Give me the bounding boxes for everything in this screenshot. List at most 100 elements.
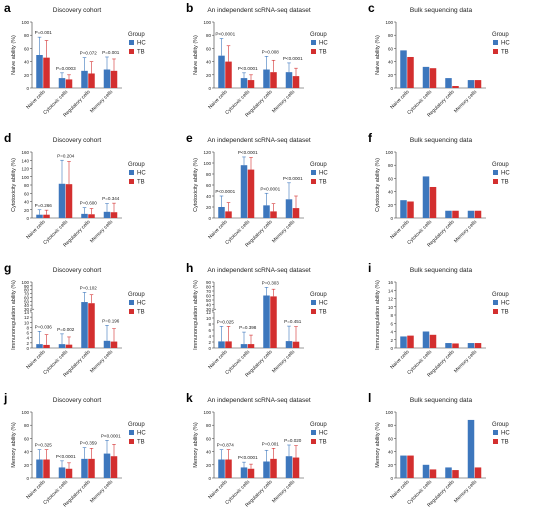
bar-tb bbox=[43, 459, 50, 478]
bar-hc bbox=[445, 343, 452, 348]
bar-hc bbox=[36, 214, 43, 218]
y-tick-label: 0 bbox=[26, 86, 29, 91]
y-axis-label: Immunoregulation ability (%) bbox=[375, 280, 381, 350]
bar-hc bbox=[36, 459, 43, 478]
bar-tb bbox=[247, 80, 255, 88]
legend-title: Group bbox=[128, 292, 145, 298]
y-tick-label: 100 bbox=[21, 410, 29, 415]
bar-tb bbox=[225, 211, 232, 218]
legend-swatch-hc bbox=[129, 40, 134, 45]
panel-letter: a bbox=[4, 1, 11, 15]
bar-tb bbox=[247, 468, 255, 478]
y-axis-label: Naive ability (%) bbox=[11, 35, 17, 75]
bar-tb bbox=[452, 470, 459, 478]
bar-tb bbox=[292, 76, 300, 88]
y-tick-label: 0 bbox=[26, 216, 29, 221]
panel-title: Discovery cohort bbox=[53, 267, 102, 274]
x-tick-label: Memory cells bbox=[271, 89, 296, 114]
legend-label-tb: TB bbox=[501, 440, 509, 446]
y-tick-label: 4 bbox=[208, 334, 211, 339]
y-tick-label: 80 bbox=[24, 183, 30, 188]
p-value-label: P<0.0001 bbox=[101, 433, 121, 438]
bar-tb bbox=[43, 344, 50, 348]
bar-hc bbox=[400, 336, 407, 348]
y-tick-label: 40 bbox=[24, 303, 30, 308]
y-tick-label: 60 bbox=[24, 295, 30, 300]
panel-letter: d bbox=[4, 131, 11, 145]
y-tick-label: 50 bbox=[206, 298, 212, 303]
bar-hc bbox=[103, 340, 111, 348]
y-axis-label: Immunoregulation ability (%) bbox=[11, 280, 17, 350]
legend-label-hc: HC bbox=[319, 171, 328, 177]
p-value-label: P=0.874 bbox=[217, 443, 235, 448]
axis-break-mark bbox=[29, 308, 35, 312]
legend-title: Group bbox=[310, 292, 327, 298]
x-tick-label: Memory cells bbox=[271, 219, 296, 244]
x-tick-label: Naive cells bbox=[389, 89, 411, 111]
legend-title: Group bbox=[310, 162, 327, 168]
x-tick-label: Memory cells bbox=[453, 349, 478, 374]
y-tick-label: 60 bbox=[206, 183, 212, 188]
y-tick-label: 60 bbox=[24, 191, 30, 196]
legend: Group HC TB bbox=[310, 162, 328, 186]
panel-letter: c bbox=[368, 1, 375, 15]
y-tick-label: 50 bbox=[24, 299, 30, 304]
x-tick-label: Naive cells bbox=[207, 89, 229, 111]
y-tick-label: 80 bbox=[206, 172, 212, 177]
panel-b: b An independent scRNA-seq dataset 0 20 40 60… bbox=[186, 1, 328, 119]
p-value-label: P=0.303 bbox=[262, 280, 280, 285]
bar-hc bbox=[240, 467, 248, 478]
bar-hc bbox=[58, 467, 66, 478]
y-tick-label: 40 bbox=[24, 450, 30, 455]
legend-swatch-tb bbox=[129, 179, 134, 184]
y-tick-label: 40 bbox=[388, 450, 394, 455]
bar-tb bbox=[110, 456, 118, 478]
y-tick-label: 6 bbox=[208, 328, 211, 333]
bar-tb bbox=[407, 201, 414, 218]
bar-tb bbox=[247, 344, 255, 348]
y-axis-label: Naive ability (%) bbox=[193, 35, 199, 75]
y-tick-label: 40 bbox=[24, 60, 30, 65]
bar-tb bbox=[43, 57, 50, 88]
y-tick-label: 10 bbox=[206, 316, 212, 321]
bar-hc bbox=[422, 464, 430, 478]
y-tick-label: 4 bbox=[390, 330, 393, 335]
legend-title: Group bbox=[492, 422, 509, 428]
y-tick-label: 0 bbox=[26, 346, 29, 351]
y-tick-label: 80 bbox=[388, 163, 394, 168]
p-value-label: P<0.0001 bbox=[56, 454, 76, 459]
bar-hc bbox=[263, 295, 270, 348]
y-tick-label: 40 bbox=[206, 60, 212, 65]
bar-hc bbox=[263, 205, 270, 218]
panel-letter: e bbox=[186, 131, 193, 145]
bar-hc bbox=[263, 461, 270, 478]
panel-title: Discovery cohort bbox=[53, 7, 102, 14]
y-tick-label: 20 bbox=[206, 463, 212, 468]
x-tick-label: Memory cells bbox=[453, 219, 478, 244]
y-tick-label: 20 bbox=[206, 205, 212, 210]
p-value-label: P=0.020 bbox=[284, 438, 302, 443]
bar-tb bbox=[452, 86, 459, 88]
bar-hc bbox=[81, 213, 88, 218]
legend-title: Group bbox=[128, 162, 145, 168]
legend-label-tb: TB bbox=[501, 180, 509, 186]
y-tick-label: 160 bbox=[21, 150, 29, 155]
y-tick-label: 80 bbox=[24, 33, 30, 38]
y-tick-label: 40 bbox=[206, 303, 212, 308]
bar-tb bbox=[429, 469, 437, 478]
y-tick-label: 8 bbox=[208, 322, 211, 327]
bar-tb bbox=[407, 335, 414, 348]
bar-tb bbox=[292, 208, 300, 218]
bar-hc bbox=[218, 341, 225, 348]
p-value-label: P=0.001 bbox=[262, 441, 280, 446]
y-tick-label: 80 bbox=[206, 423, 212, 428]
y-tick-label: 100 bbox=[385, 410, 393, 415]
panel-title: Bulk sequencing data bbox=[410, 137, 473, 144]
p-value-label: P=0.398 bbox=[239, 325, 257, 330]
y-tick-label: 100 bbox=[385, 150, 393, 155]
y-tick-label: 0 bbox=[208, 216, 211, 221]
bar-hc bbox=[467, 210, 475, 218]
bar-tb bbox=[225, 459, 232, 478]
panel-letter: g bbox=[4, 261, 11, 275]
panel-title: Bulk sequencing data bbox=[410, 7, 473, 14]
